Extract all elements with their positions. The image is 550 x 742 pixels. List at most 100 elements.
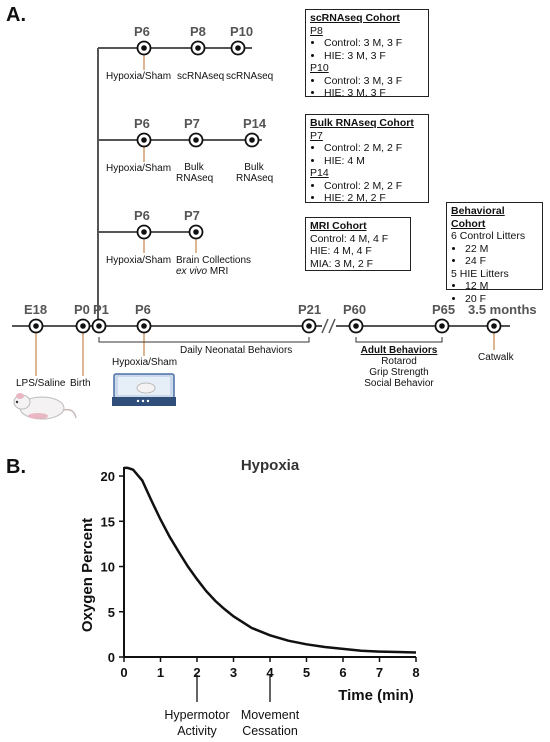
timepoint-marker-dot-main-p0 bbox=[80, 323, 86, 329]
timepoint-marker-dot-main-p65 bbox=[439, 323, 445, 329]
row1-event-hypoxia: Hypoxia/Sham bbox=[106, 71, 172, 82]
scrnaseq-p10-control: Control: 3 M, 3 F bbox=[324, 75, 424, 88]
y-tick-label-4: 20 bbox=[101, 469, 115, 484]
main-tp-p1: P1 bbox=[93, 302, 109, 317]
break-mark-1 bbox=[321, 318, 329, 334]
row1-event-scrna-p8: scRNAseq bbox=[177, 71, 225, 82]
x-axis-label: Time (min) bbox=[338, 687, 414, 704]
timepoint-marker-dot-row1-p6 bbox=[141, 45, 147, 51]
timepoint-marker-dot-main-p6 bbox=[141, 323, 147, 329]
y-axis-label: Oxygen Percent bbox=[79, 518, 96, 632]
y-tick-label-1: 5 bbox=[108, 605, 115, 620]
x-tick-label-6: 6 bbox=[339, 665, 346, 680]
timepoint-marker-dot-row2-p7 bbox=[193, 137, 199, 143]
timepoint-marker-dot-main-p21 bbox=[306, 323, 312, 329]
x-tick-label-4: 4 bbox=[266, 665, 274, 680]
timepoint-marker-dot-main-e18 bbox=[33, 323, 39, 329]
annotation-hypermotor-l1: Hypermotor bbox=[164, 708, 229, 722]
scrnaseq-p8-label: P8 bbox=[310, 24, 323, 37]
y-tick-label-2: 10 bbox=[101, 560, 115, 575]
break-mark-2 bbox=[328, 318, 336, 334]
timeline-diagram bbox=[12, 40, 510, 376]
annotation-cessation-l1: Movement bbox=[241, 708, 300, 722]
adult-behaviors-block: Adult Behaviors Rotarod Grip Strength So… bbox=[349, 345, 449, 389]
hypoxia-chamber-illustration bbox=[112, 373, 176, 406]
timepoint-marker-dot-main-35months bbox=[491, 323, 497, 329]
bulk-p14-control: Control: 2 M, 2 F bbox=[324, 180, 424, 193]
hypoxia-oxygen-chart: Hypoxia Oxygen Percent Time (min) 0 1 2 3 4 5… bbox=[79, 457, 420, 738]
scrnaseq-p10-hie: HIE: 3 M, 3 F bbox=[324, 87, 424, 100]
main-tp-p60: P60 bbox=[343, 302, 367, 317]
timepoint-marker-dot-row3-p7 bbox=[193, 229, 199, 235]
row1-tp-p10: P10 bbox=[230, 24, 254, 39]
panel-b-label: B. bbox=[6, 456, 26, 478]
annotation-hypermotor-l2: Activity bbox=[177, 724, 217, 738]
main-event-catwalk: Catwalk bbox=[478, 352, 514, 363]
row2-event-bulk-p7: Bulk RNAseq bbox=[176, 162, 214, 184]
mri-mia: MIA: 3 M, 2 F bbox=[310, 257, 374, 270]
bulk-p7-hie: HIE: 4 M bbox=[324, 155, 424, 168]
scrnaseq-p10-label: P10 bbox=[310, 62, 329, 74]
panel-a-label: A. bbox=[6, 4, 26, 26]
mri-cohort-title: MRI Cohort bbox=[310, 220, 367, 232]
row2-tp-p7: P7 bbox=[184, 116, 200, 131]
main-tp-35months: 3.5 months bbox=[468, 302, 537, 317]
x-tick-label-0: 0 bbox=[120, 665, 127, 680]
row3-tp-p6: P6 bbox=[134, 208, 150, 223]
bulk-p7-label: P7 bbox=[310, 129, 323, 142]
behavioral-hie-litters: 5 HIE Litters bbox=[451, 267, 509, 280]
bulk-p14-hie: HIE: 2 M, 2 F bbox=[324, 192, 424, 205]
scrnaseq-p8-hie: HIE: 3 M, 3 F bbox=[324, 50, 424, 63]
row2-tp-p6: P6 bbox=[134, 116, 150, 131]
row2-event-bulk-p14: Bulk RNAseq bbox=[236, 162, 274, 184]
mouse-illustration bbox=[13, 393, 77, 420]
behavioral-cohort-title: Behavioral Cohort bbox=[451, 205, 505, 230]
main-tp-p65: P65 bbox=[432, 302, 456, 317]
main-tp-e18: E18 bbox=[24, 302, 48, 317]
timepoint-marker-dot-row1-p8 bbox=[195, 45, 201, 51]
row3-event-hypoxia: Hypoxia/Sham bbox=[106, 255, 172, 266]
timepoint-marker-dot-row2-p14 bbox=[249, 137, 255, 143]
row2-event-hypoxia: Hypoxia/Sham bbox=[106, 163, 172, 174]
x-tick-label-3: 3 bbox=[230, 665, 237, 680]
row3-event-mri: MRI bbox=[207, 266, 229, 277]
adult-behavior-grip: Grip Strength bbox=[369, 367, 429, 378]
annotation-cessation-l2: Cessation bbox=[242, 724, 298, 738]
timepoint-marker-dot-row3-p6 bbox=[141, 229, 147, 235]
mri-hie: HIE: 4 M, 4 F bbox=[310, 245, 372, 257]
x-tick-label-7: 7 bbox=[376, 665, 383, 680]
x-tick-label-2: 2 bbox=[193, 665, 200, 680]
y-tick-label-3: 15 bbox=[101, 514, 115, 529]
behavioral-cohort-box: Behavioral Cohort 6 Control Litters 22 M… bbox=[446, 202, 543, 305]
mri-control: Control: 4 M, 4 F bbox=[310, 232, 389, 245]
timepoint-marker-dot-row2-p6 bbox=[141, 137, 147, 143]
mri-cohort-box: MRI Cohort Control: 4 M, 4 F HIE: 4 M, 4… bbox=[305, 217, 411, 271]
behavioral-hie-f: 20 F bbox=[465, 293, 538, 306]
main-tp-p21: P21 bbox=[298, 302, 322, 317]
row3-event-brain: Brain Collections ex vivo MRI bbox=[176, 255, 276, 277]
bulk-rnaseq-cohort-title: Bulk RNAseq Cohort bbox=[310, 117, 414, 129]
row1-event-scrna-p10: scRNAseq bbox=[226, 71, 274, 82]
adult-behaviors-title: Adult Behaviors bbox=[360, 345, 438, 356]
adult-bracket bbox=[355, 337, 443, 343]
row3-event-exvivo: ex vivo bbox=[176, 266, 208, 277]
row1-tp-p8: P8 bbox=[190, 24, 206, 39]
row1-tp-p6: P6 bbox=[134, 24, 150, 39]
behavioral-control-litters: 6 Control Litters bbox=[451, 230, 526, 242]
timepoint-marker-dot-main-p1 bbox=[96, 323, 102, 329]
scrnaseq-cohort-box: scRNAseq Cohort P8 Control: 3 M, 3 F HIE… bbox=[305, 9, 429, 100]
scrnaseq-cohort-title: scRNAseq Cohort bbox=[310, 12, 400, 24]
adult-behavior-rotarod: Rotarod bbox=[381, 356, 417, 367]
main-tp-p6: P6 bbox=[135, 302, 151, 317]
scrnaseq-p8-control: Control: 3 M, 3 F bbox=[324, 37, 424, 50]
daily-bracket bbox=[98, 337, 310, 343]
main-event-birth: Birth bbox=[70, 378, 91, 389]
bulk-rnaseq-cohort-box: Bulk RNAseq Cohort P7 Control: 2 M, 2 F … bbox=[305, 114, 429, 205]
bulk-p7-control: Control: 2 M, 2 F bbox=[324, 142, 424, 155]
bulk-p14-label: P14 bbox=[310, 167, 329, 179]
x-tick-label-8: 8 bbox=[412, 665, 419, 680]
x-tick-label-5: 5 bbox=[303, 665, 310, 680]
row3-tp-p7: P7 bbox=[184, 208, 200, 223]
adult-behavior-social: Social Behavior bbox=[364, 378, 434, 389]
main-event-hypoxia: Hypoxia/Sham bbox=[112, 357, 178, 368]
